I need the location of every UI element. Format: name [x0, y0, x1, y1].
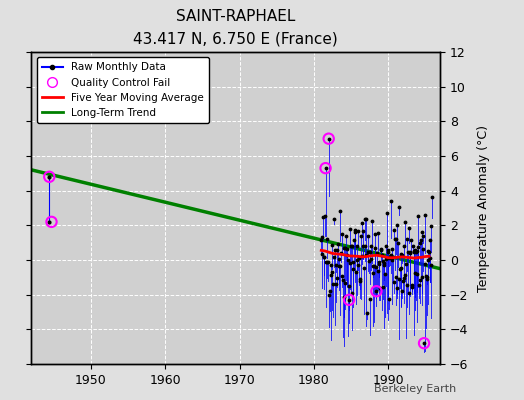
Point — [420, 340, 428, 346]
Point — [47, 219, 56, 225]
Legend: Raw Monthly Data, Quality Control Fail, Five Year Moving Average, Long-Term Tren: Raw Monthly Data, Quality Control Fail, … — [37, 57, 209, 123]
Point — [324, 136, 333, 142]
Text: Berkeley Earth: Berkeley Earth — [374, 384, 456, 394]
Point — [45, 174, 53, 180]
Title: SAINT-RAPHAEL
43.417 N, 6.750 E (France): SAINT-RAPHAEL 43.417 N, 6.750 E (France) — [134, 10, 338, 47]
Point — [321, 165, 330, 171]
Point — [372, 288, 380, 294]
Point — [345, 297, 353, 303]
Y-axis label: Temperature Anomaly (°C): Temperature Anomaly (°C) — [477, 124, 489, 292]
